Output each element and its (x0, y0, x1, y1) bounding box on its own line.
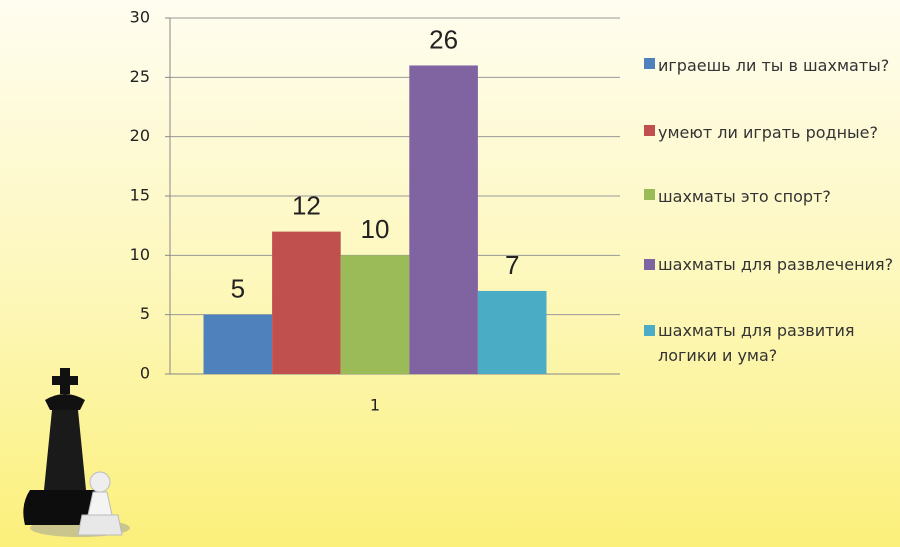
y-tick-label: 5 (140, 304, 150, 323)
x-tick-label: 1 (370, 396, 380, 415)
y-tick-label: 15 (130, 186, 150, 205)
data-label: 7 (505, 250, 519, 280)
bar (478, 291, 547, 374)
bar (272, 232, 341, 374)
legend-label: шахматы для развлечения? (658, 252, 898, 277)
data-label: 10 (361, 214, 390, 244)
legend-swatch (644, 125, 655, 136)
data-label: 5 (231, 274, 245, 304)
bar (409, 65, 478, 374)
slide: 051015202530151210267 играешь ли ты в ша… (0, 0, 900, 547)
y-tick-label: 30 (130, 8, 150, 27)
legend-swatch (644, 259, 655, 270)
legend-label: шахматы для развития логики и ума? (658, 318, 898, 368)
y-tick-label: 0 (140, 364, 150, 383)
chess-pieces (23, 368, 130, 537)
y-tick-label: 10 (130, 245, 150, 264)
bar (341, 255, 410, 374)
legend-swatch (644, 58, 655, 69)
data-label: 26 (429, 24, 458, 54)
legend-label: играешь ли ты в шахматы? (658, 53, 898, 78)
legend-label: умеют ли играть родные? (658, 120, 898, 145)
bar (204, 315, 273, 374)
legend-label: шахматы это спорт? (658, 184, 898, 209)
y-tick-label: 20 (130, 126, 150, 145)
y-tick-label: 25 (130, 67, 150, 86)
legend-swatch (644, 325, 655, 336)
data-label: 12 (292, 190, 321, 220)
legend-swatch (644, 189, 655, 200)
